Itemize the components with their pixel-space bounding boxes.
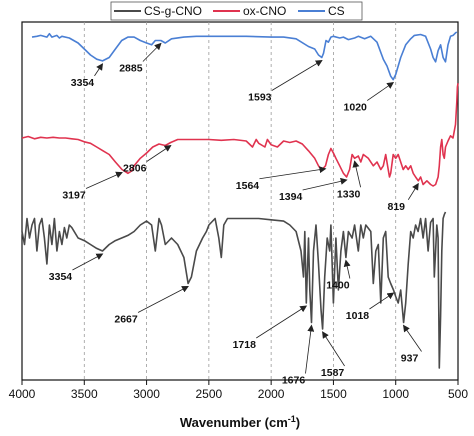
series-line-cs-g-cno <box>21 211 447 369</box>
annotation-arrow <box>256 305 308 339</box>
annotation-arrow <box>322 331 345 367</box>
annotation-label: 937 <box>401 353 419 365</box>
x-tick-label: 2500 <box>196 387 223 401</box>
annotation-arrow <box>352 160 361 188</box>
annotation-label: 3197 <box>62 190 86 202</box>
x-tick-label: 3000 <box>133 387 160 401</box>
x-tick-label: 4000 <box>9 387 36 401</box>
series-layer <box>21 31 459 369</box>
annotation-label: 2806 <box>123 163 147 175</box>
annotation-arrow <box>137 286 189 313</box>
annotation-arrow <box>305 324 315 374</box>
annotation-arrow <box>407 182 419 200</box>
annotation-arrow <box>343 259 351 279</box>
annotation-label: 1018 <box>346 310 370 322</box>
annotation-label: 1718 <box>233 339 257 351</box>
annotation-arrow <box>302 177 348 191</box>
annotation-arrow <box>271 59 323 91</box>
annotation-arrow <box>142 42 162 62</box>
x-tick-label: 500 <box>448 387 468 401</box>
annotation-label: 1400 <box>326 280 350 292</box>
annotation-label: 3354 <box>49 271 73 283</box>
x-axis-ticks: 4000 3500 3000 2500 2000 1500 1000 500 <box>9 380 468 401</box>
annotation-arrow <box>366 82 395 101</box>
annotation-label: 3354 <box>71 77 95 89</box>
series-line-cs <box>31 31 458 81</box>
annotation-label: 2885 <box>119 63 143 75</box>
annotation-arrow <box>72 253 104 271</box>
legend-label-cs: CS <box>328 4 345 18</box>
grid-lines <box>83 22 397 380</box>
annotation-arrow <box>369 292 395 310</box>
legend: CS-g-CNO ox-CNO CS <box>110 1 363 21</box>
annotation-label: 1564 <box>236 180 260 192</box>
plot-frame <box>21 21 459 381</box>
legend-label-cs-g-cno: CS-g-CNO <box>144 4 202 18</box>
annotation-layer: 3354 2885 1593 1020 3197 2806 1564 1394 1330 819 3… <box>49 42 422 387</box>
x-tick-label: 3500 <box>71 387 98 401</box>
annotation-arrow <box>94 63 104 77</box>
annotation-label: 1020 <box>344 102 368 114</box>
series-line-ox-cno <box>21 83 459 187</box>
annotation-label: 1330 <box>337 188 361 200</box>
annotation-label: 2667 <box>114 314 138 326</box>
annotation-label: 1394 <box>279 191 303 203</box>
x-tick-label: 2000 <box>258 387 285 401</box>
annotation-label: 1676 <box>282 375 306 387</box>
annotation-arrow <box>402 324 422 352</box>
annotation-label: 819 <box>387 201 405 213</box>
annotation-label: 1587 <box>321 367 345 379</box>
annotation-arrow <box>85 171 123 189</box>
legend-label-ox-cno: ox-CNO <box>243 4 286 18</box>
x-tick-label: 1500 <box>320 387 347 401</box>
annotation-arrow <box>146 144 172 162</box>
x-tick-label: 1000 <box>382 387 409 401</box>
x-axis-title: Wavenumber (cm-1) <box>180 414 300 430</box>
annotation-arrow <box>259 166 327 180</box>
annotation-label: 1593 <box>248 92 272 104</box>
